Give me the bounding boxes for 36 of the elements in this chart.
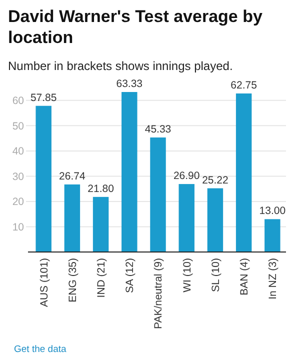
- data-label: 25.22: [202, 174, 228, 186]
- bar: [236, 93, 252, 252]
- chart-title: David Warner's Test average by location: [8, 7, 263, 47]
- x-tick-label: BAN (4): [238, 258, 250, 296]
- x-tick-label: AUS (101): [38, 258, 50, 308]
- y-tick-label: 20: [12, 196, 24, 208]
- x-tick-label: ENG (35): [66, 258, 79, 302]
- y-tick-label: 50: [12, 120, 24, 132]
- x-tick-label: SA (12): [124, 258, 136, 294]
- text: Get the data: [14, 344, 68, 355]
- chart-subtitle: Number in brackets shows innings played.: [8, 59, 233, 73]
- y-tick-label: 30: [12, 170, 24, 183]
- x-tick-label: In NZ (3): [267, 258, 280, 300]
- bar: [64, 184, 80, 252]
- bar: [178, 184, 194, 252]
- y-tick-label: 60: [12, 95, 24, 108]
- bar: [36, 106, 52, 252]
- x-tick-label: PAK/neutral (9): [152, 258, 165, 330]
- data-label: 26.74: [59, 170, 86, 182]
- x-tick-label: SL (10): [210, 258, 222, 292]
- bar: [264, 219, 280, 252]
- data-label: 63.33: [116, 78, 143, 90]
- bar: [122, 92, 138, 252]
- bar: [150, 137, 166, 252]
- data-label: 13.00: [259, 205, 286, 218]
- bar: [92, 196, 109, 252]
- data-label: 21.80: [88, 182, 114, 195]
- data-label: 62.75: [230, 79, 258, 92]
- data-label: 45.33: [144, 123, 172, 136]
- x-tick-label: IND (21): [95, 258, 108, 298]
- y-tick-label: 10: [12, 221, 24, 234]
- bar: [207, 188, 224, 252]
- x-tick-label: WI (10): [181, 258, 194, 292]
- y-tick-label: 40: [12, 146, 24, 158]
- data-label: 26.90: [173, 170, 200, 182]
- data-label: 57.85: [30, 92, 57, 104]
